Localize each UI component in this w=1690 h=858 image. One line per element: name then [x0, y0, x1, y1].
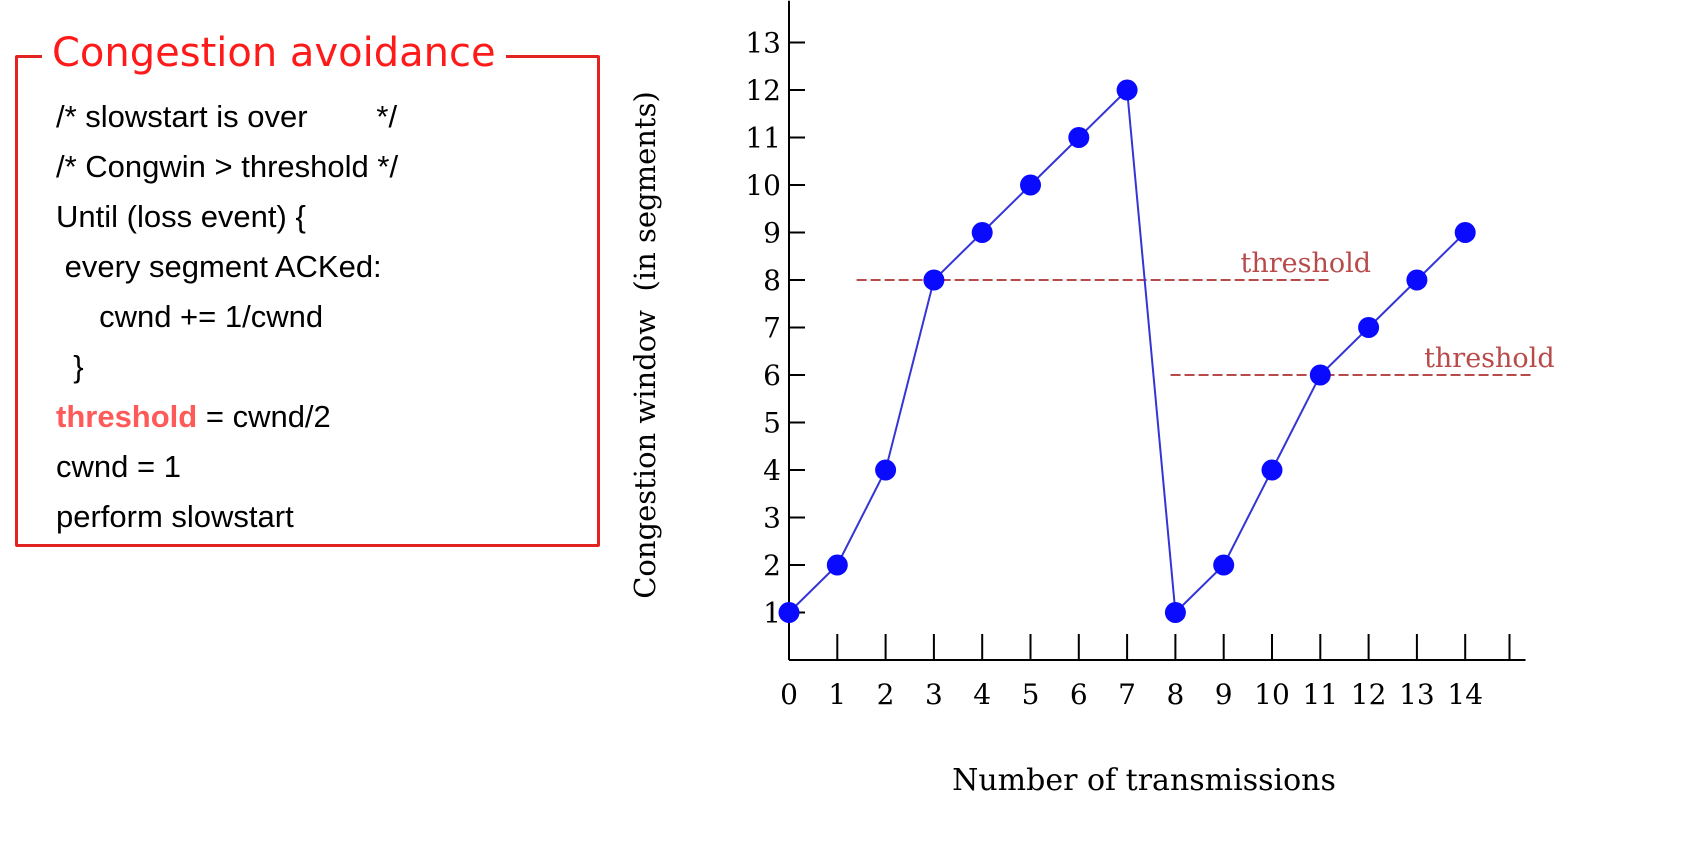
- y-tick-label: 4: [763, 454, 781, 487]
- x-tick-label: 7: [1118, 678, 1136, 711]
- code-line: cwnd += 1/cwnd: [56, 292, 398, 342]
- threshold-label: threshold: [1241, 248, 1372, 279]
- data-point: [1406, 269, 1428, 291]
- x-tick-label: 13: [1399, 678, 1435, 711]
- code-line: every segment ACKed:: [56, 242, 398, 292]
- data-point: [1454, 222, 1476, 243]
- y-tick-label: 5: [763, 407, 781, 440]
- code-text: every segment ACKed:: [56, 249, 382, 284]
- code-text: = cwnd/2: [197, 399, 331, 434]
- x-tick-label: 1: [828, 678, 846, 711]
- y-tick-label: 10: [745, 169, 781, 202]
- code-text: Until (loss event) {: [56, 199, 306, 234]
- data-point: [1261, 459, 1283, 481]
- x-tick-label: 2: [877, 678, 895, 711]
- series-line: [788, 87, 1466, 615]
- code-text: cwnd += 1/cwnd: [56, 299, 324, 334]
- code-text: /* slowstart is over */: [56, 99, 398, 134]
- data-point: [1164, 602, 1186, 623]
- data-point: [778, 602, 800, 623]
- code-text: }: [56, 349, 84, 384]
- threshold-keyword: threshold: [56, 399, 198, 434]
- y-tick-label: 9: [763, 217, 781, 250]
- data-point: [1068, 127, 1090, 148]
- y-axis-label: Congestion window (in segments): [628, 91, 662, 599]
- x-tick-label: 12: [1351, 678, 1387, 711]
- code-line: }: [56, 342, 398, 392]
- code-text: perform slowstart: [56, 499, 294, 534]
- threshold-label: threshold: [1424, 343, 1555, 374]
- data-point: [1116, 79, 1138, 101]
- data-point: [1358, 317, 1380, 338]
- code-line: threshold = cwnd/2: [56, 392, 398, 442]
- code-text: /* Congwin > threshold */: [56, 149, 399, 184]
- data-point: [875, 459, 897, 481]
- y-tick-label: 2: [763, 549, 781, 582]
- x-tick-label: 14: [1447, 678, 1483, 711]
- code-line: Until (loss event) {: [56, 192, 398, 242]
- y-tick-label: 13: [745, 27, 781, 60]
- y-tick-label: 6: [763, 359, 781, 392]
- data-point: [923, 269, 945, 291]
- y-tick-label: 3: [763, 502, 781, 535]
- y-tick-label: 12: [745, 74, 781, 107]
- algorithm-code: /* slowstart is over */ /* Congwin > thre…: [56, 92, 398, 542]
- chart-series: [778, 79, 1476, 623]
- code-line: cwnd = 1: [56, 442, 398, 492]
- x-axis-label: Number of transmissions: [952, 763, 1336, 798]
- threshold-lines: threshold threshold: [856, 248, 1555, 376]
- x-tick-label: 6: [1070, 678, 1088, 711]
- x-tick-label: 5: [1022, 678, 1040, 711]
- data-point: [1213, 554, 1235, 576]
- data-point: [1309, 364, 1331, 386]
- x-tick-label: 8: [1166, 678, 1184, 711]
- code-line: /* slowstart is over */: [56, 92, 398, 142]
- y-tick-label: 7: [763, 312, 781, 345]
- x-tick-label: 9: [1215, 678, 1233, 711]
- y-tick-label: 1: [763, 597, 781, 630]
- x-tick-label: 11: [1302, 678, 1338, 711]
- data-point: [1020, 174, 1041, 196]
- x-tick-label: 0: [780, 678, 798, 711]
- code-text: cwnd = 1: [56, 449, 181, 484]
- data-point: [826, 554, 848, 576]
- code-line: /* Congwin > threshold */: [56, 142, 398, 192]
- data-point: [971, 222, 993, 243]
- y-tick-label: 8: [763, 264, 781, 297]
- algorithm-title: Congestion avoidance: [42, 24, 506, 82]
- x-tick-label: 10: [1254, 678, 1290, 711]
- x-tick-label: 4: [973, 678, 991, 711]
- y-tick-label: 11: [745, 122, 781, 155]
- code-line: perform slowstart: [56, 492, 398, 542]
- x-tick-label: 3: [925, 678, 943, 711]
